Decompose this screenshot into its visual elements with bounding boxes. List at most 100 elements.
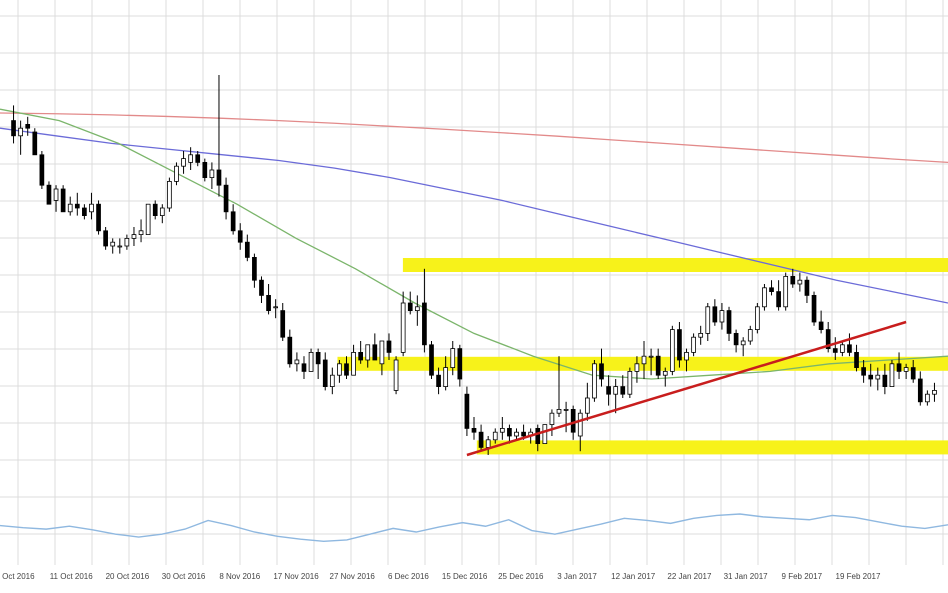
- candle-body: [464, 393, 470, 429]
- candle-body: [337, 363, 342, 376]
- x-tick-label: 22 Jan 2017: [667, 572, 712, 581]
- candle-body: [266, 294, 271, 311]
- candle-body: [74, 203, 80, 209]
- candle-body: [847, 344, 852, 353]
- candle-body: [322, 359, 328, 388]
- candle-body: [677, 329, 682, 361]
- candle-body: [507, 427, 512, 437]
- grid-lines: [0, 0, 948, 565]
- x-tick-label: 15 Dec 2016: [442, 572, 488, 581]
- candle-body: [648, 355, 654, 358]
- x-tick-label: 27 Nov 2016: [330, 572, 376, 581]
- x-tick-label: 8 Nov 2016: [219, 572, 260, 581]
- candle-body: [216, 169, 222, 186]
- candle-body: [889, 363, 895, 387]
- candle-body: [39, 154, 45, 186]
- candle-body: [237, 230, 243, 243]
- candle-body: [188, 154, 193, 163]
- candle-body: [910, 367, 916, 380]
- candle-body: [308, 351, 314, 372]
- candle-body: [400, 302, 406, 353]
- candle-body: [832, 348, 838, 353]
- candle-body: [117, 245, 123, 248]
- candle-body: [60, 188, 66, 213]
- candle-body: [96, 203, 101, 232]
- candle-body: [599, 363, 604, 380]
- candle-body: [563, 408, 569, 411]
- candle-body: [840, 344, 845, 353]
- x-tick-label: 9 Feb 2017: [782, 572, 823, 581]
- candle-body: [747, 329, 753, 342]
- candle-body: [414, 306, 420, 311]
- candle-body: [804, 279, 810, 296]
- support-zone: [476, 440, 948, 455]
- candle-body: [315, 351, 321, 365]
- candle-body: [670, 329, 675, 372]
- candle-body: [195, 154, 201, 163]
- oscillator-line: [0, 513, 948, 543]
- candle-body: [393, 359, 399, 391]
- candle-body: [825, 329, 831, 350]
- trendline: [466, 320, 907, 457]
- candle-body: [662, 370, 668, 376]
- moving-average-line: [0, 127, 948, 304]
- candle-body: [471, 427, 477, 433]
- candle-body: [174, 165, 179, 182]
- candle-body: [280, 310, 286, 338]
- candle-body: [372, 344, 378, 361]
- candle-body: [584, 397, 590, 414]
- x-tick-label: 17 Nov 2016: [273, 572, 319, 581]
- candle-body: [478, 431, 484, 448]
- candle-body: [11, 120, 16, 137]
- x-tick-label: 19 Feb 2017: [836, 572, 881, 581]
- moving-averages: [0, 108, 948, 380]
- x-tick-label: 12 Jan 2017: [611, 572, 656, 581]
- candlesticks: [11, 75, 937, 455]
- candle-body: [620, 386, 626, 395]
- candle-body: [209, 169, 215, 178]
- candle-body: [181, 158, 186, 167]
- oscillator-panel: [0, 513, 948, 543]
- candle-body: [159, 207, 165, 216]
- candle-body: [202, 161, 208, 178]
- candle-body: [138, 230, 144, 236]
- candle-body: [351, 351, 356, 376]
- candle-body: [719, 310, 725, 323]
- x-tick-label: 30 Oct 2016: [162, 572, 206, 581]
- candle-body: [407, 302, 413, 311]
- candle-body: [903, 367, 909, 372]
- candle-body: [570, 408, 576, 433]
- candle-body: [67, 203, 73, 213]
- candle-body: [167, 180, 172, 209]
- candle-body: [556, 408, 562, 414]
- candle-body: [925, 393, 930, 403]
- candle-body: [875, 374, 881, 380]
- candle-body: [641, 355, 647, 365]
- candle-body: [358, 351, 364, 361]
- candle-body: [542, 424, 548, 445]
- candle-body: [492, 431, 498, 441]
- candle-body: [422, 302, 427, 346]
- candle-body: [223, 184, 229, 213]
- x-tick-label: 20 Oct 2016: [106, 572, 150, 581]
- candle-body: [344, 363, 349, 376]
- candle-body: [82, 207, 87, 216]
- candle-body: [797, 279, 803, 285]
- candle-body: [365, 344, 371, 361]
- candle-body: [854, 351, 859, 368]
- candle-body: [131, 234, 137, 239]
- candle-body: [379, 340, 385, 365]
- candle-body: [25, 124, 31, 129]
- candle-body: [287, 336, 293, 365]
- candle-body: [485, 439, 491, 448]
- candle-body: [705, 306, 711, 334]
- candle-body: [273, 306, 278, 309]
- candle-body: [613, 386, 619, 395]
- candle-body: [627, 370, 633, 395]
- x-tick-label: 6 Dec 2016: [388, 572, 429, 581]
- candle-body: [634, 363, 640, 372]
- candle-body: [577, 412, 583, 437]
- moving-average-line: [0, 112, 948, 164]
- candle-body: [896, 363, 902, 372]
